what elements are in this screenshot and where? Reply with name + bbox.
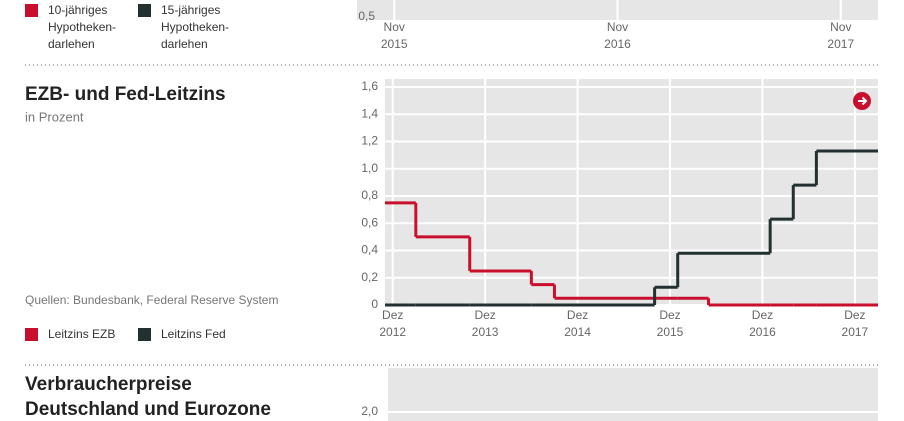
x-tick-label: Nov 2015 <box>381 20 408 51</box>
plot-background <box>388 368 878 421</box>
x-tick-label: Dez 2017 <box>842 308 869 339</box>
legend-swatch <box>138 328 151 341</box>
chart-title: Verbraucherpreise Deutschland und Eurozo… <box>25 374 271 420</box>
source-note: Quellen: Bundesbank, Federal Reserve Sys… <box>25 293 278 307</box>
chart-title: EZB- und Fed-Leitzins <box>25 84 226 105</box>
more-button[interactable] <box>853 92 871 110</box>
y-tick-label: 1,0 <box>361 161 378 175</box>
x-tick-label: Nov 2016 <box>604 20 631 51</box>
x-tick-label: Dez 2012 <box>379 308 406 339</box>
plot-background <box>385 79 878 305</box>
legend-label: Leitzins Fed <box>161 327 226 341</box>
y-tick-label: 0 <box>371 297 378 311</box>
y-tick-label: 0,2 <box>361 270 378 284</box>
legend-swatch <box>25 328 38 341</box>
legend-swatch <box>25 4 38 17</box>
x-tick-label: Dez 2014 <box>564 308 591 339</box>
legend-label: 10-jähriges Hypotheken-darlehen <box>48 3 117 51</box>
x-tick-label: Nov 2017 <box>827 20 854 51</box>
x-tick-label: Dez 2015 <box>657 308 684 339</box>
y-tick-label: 0,4 <box>361 243 378 257</box>
y-tick-label: 0,6 <box>361 215 378 229</box>
y-tick-label: 1,2 <box>361 134 378 148</box>
y-tick-label: 1,4 <box>361 106 378 120</box>
legend-label: 15-jähriges Hypotheken-darlehen <box>161 3 230 51</box>
y-tick-label: 2,0 <box>361 404 378 418</box>
legend-swatch <box>138 4 151 17</box>
x-tick-label: Dez 2013 <box>472 308 499 339</box>
legend-label: Leitzins EZB <box>48 327 116 341</box>
y-tick-label: 1,6 <box>361 79 378 93</box>
x-tick-label: Dez 2016 <box>749 308 776 339</box>
button-arrow <box>858 96 868 106</box>
y-tick-label: 0,5 <box>358 9 375 23</box>
chart-subtitle: in Prozent <box>25 109 84 124</box>
y-tick-label: 0,8 <box>361 188 378 202</box>
